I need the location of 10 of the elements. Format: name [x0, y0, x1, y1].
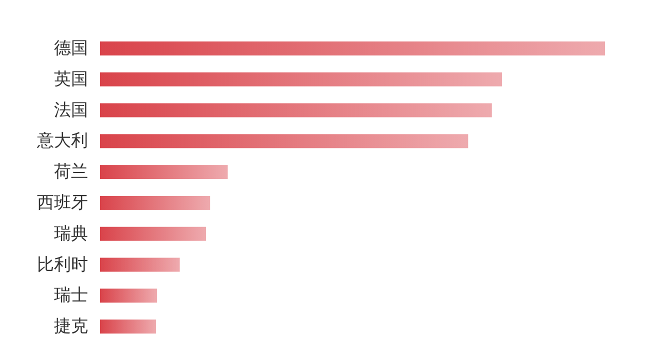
y-tick-label: 捷克	[54, 316, 88, 337]
y-tick-label: 瑞士	[54, 286, 88, 306]
y-tick-label: 法国	[54, 100, 88, 120]
y-tick-label: 瑞典	[54, 224, 88, 244]
y-tick-label: 西班牙	[37, 192, 88, 213]
y-tick-label: 意大利	[36, 131, 88, 152]
y-tick-label: 比利时	[37, 254, 88, 275]
y-tick-label: 德国	[54, 38, 88, 58]
y-tick-label: 英国	[54, 69, 88, 90]
y-tick-label: 荷兰	[54, 162, 88, 182]
